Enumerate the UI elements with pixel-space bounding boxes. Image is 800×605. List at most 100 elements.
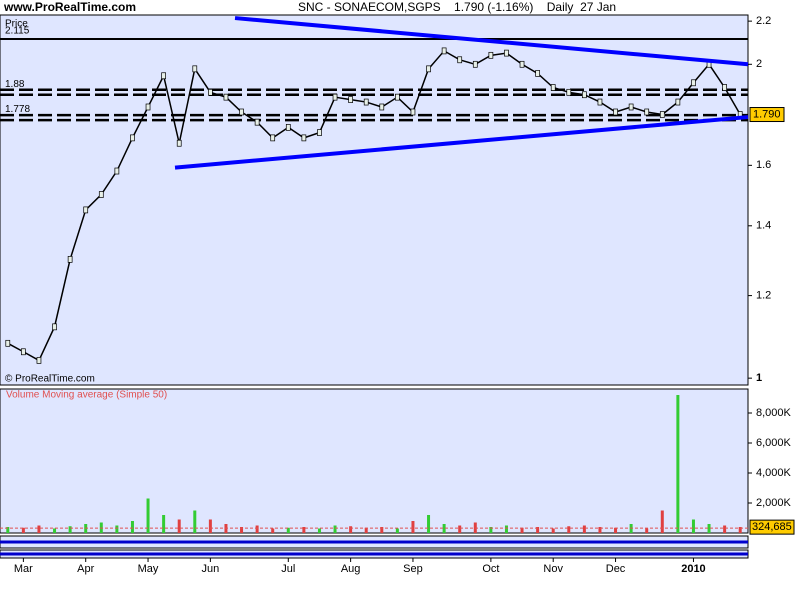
y-tick-label: 2 — [756, 58, 762, 70]
candle — [722, 84, 727, 91]
volume-bar — [333, 525, 337, 533]
volume-bar — [53, 528, 57, 533]
candle — [519, 60, 525, 68]
candle — [550, 84, 556, 91]
level-label: 2.115 — [5, 26, 30, 37]
y-tick-label: 1 — [756, 372, 762, 384]
candle — [597, 98, 603, 106]
candle — [348, 96, 353, 103]
x-tick-label: Jul — [281, 563, 295, 575]
volume-bar — [442, 524, 446, 533]
level-label: 1.778 — [5, 104, 30, 115]
volume-bar — [489, 527, 493, 533]
volume-bar — [68, 526, 72, 533]
average-box — [749, 519, 795, 535]
candle — [582, 91, 587, 99]
candle — [176, 139, 182, 147]
trendline — [174, 115, 749, 170]
candle — [472, 60, 478, 68]
candle — [270, 134, 276, 142]
volume-bar — [660, 510, 664, 533]
candle — [691, 79, 696, 87]
candle — [504, 49, 509, 57]
volume-bar — [520, 527, 524, 533]
volume-bar — [162, 515, 166, 533]
candle — [36, 357, 42, 364]
last-price-box — [749, 107, 785, 123]
x-tick-label: Aug — [341, 563, 361, 575]
x-tick-label: Oct — [482, 563, 499, 575]
volume-bar — [536, 527, 540, 533]
x-tick-label: Apr — [77, 563, 94, 575]
x-tick-label: Jun — [202, 563, 220, 575]
y-tick-label: 8,000K — [756, 407, 792, 419]
candle — [5, 339, 11, 347]
candle — [161, 72, 166, 80]
candle — [410, 108, 416, 116]
volume-bar — [504, 525, 508, 533]
candle — [130, 134, 135, 142]
volume-bar — [255, 525, 259, 533]
volume-bar — [380, 527, 384, 533]
candle — [457, 56, 463, 64]
y-tick-label: 2,000K — [756, 497, 792, 509]
volume-bar — [130, 521, 134, 533]
volume-bar — [738, 527, 742, 533]
volume-bar — [364, 527, 368, 533]
volume-bar — [676, 395, 680, 533]
volume-bar — [723, 525, 727, 533]
volume-bar — [349, 526, 353, 533]
x-tick-label: 2010 — [681, 563, 705, 575]
volume-bar — [645, 528, 649, 533]
volume-bar — [21, 527, 25, 533]
volume-bar — [458, 525, 462, 533]
volume-bar — [691, 519, 695, 533]
volume-bar — [302, 527, 306, 533]
volume-bar — [208, 519, 212, 533]
volume-bar — [567, 526, 571, 533]
price-label: Price — [5, 19, 28, 30]
volume-bar — [582, 525, 586, 533]
candle — [83, 206, 89, 214]
volume-bar — [427, 515, 431, 533]
candle — [426, 65, 431, 73]
candle — [239, 108, 244, 116]
price-line — [7, 49, 741, 362]
volume-bar — [411, 521, 415, 533]
candle — [566, 88, 572, 96]
candle — [254, 118, 260, 126]
x-tick-label: May — [138, 563, 159, 575]
candle — [363, 98, 369, 106]
candle — [21, 348, 26, 356]
last-price: 1.790 — [753, 108, 781, 120]
volume-bar — [614, 527, 618, 533]
copyright: © ProRealTime.com — [5, 374, 95, 385]
candle — [659, 111, 665, 118]
average-label: 324,685 — [752, 521, 792, 533]
volume-bar — [395, 528, 399, 533]
volume-bar — [146, 498, 150, 533]
candle — [628, 103, 634, 111]
candle — [317, 129, 322, 136]
candle — [441, 47, 447, 55]
volume-bar — [37, 525, 41, 533]
candle — [379, 103, 385, 111]
volume-bar — [707, 524, 711, 533]
volume-bar — [317, 528, 321, 533]
x-tick-label: Nov — [543, 563, 563, 575]
candle — [208, 88, 213, 96]
volume-bar — [271, 528, 275, 533]
candle — [488, 51, 494, 59]
x-tick-label: Dec — [606, 563, 626, 575]
candle — [223, 93, 229, 101]
volume-bar — [193, 510, 197, 533]
price-panel — [0, 14, 749, 386]
candle — [395, 93, 400, 101]
y-tick-label: 4,000K — [756, 467, 792, 479]
candle — [613, 108, 618, 116]
candle — [114, 167, 120, 175]
candle — [145, 103, 151, 111]
volume-bar — [240, 527, 244, 533]
candle — [644, 108, 650, 116]
